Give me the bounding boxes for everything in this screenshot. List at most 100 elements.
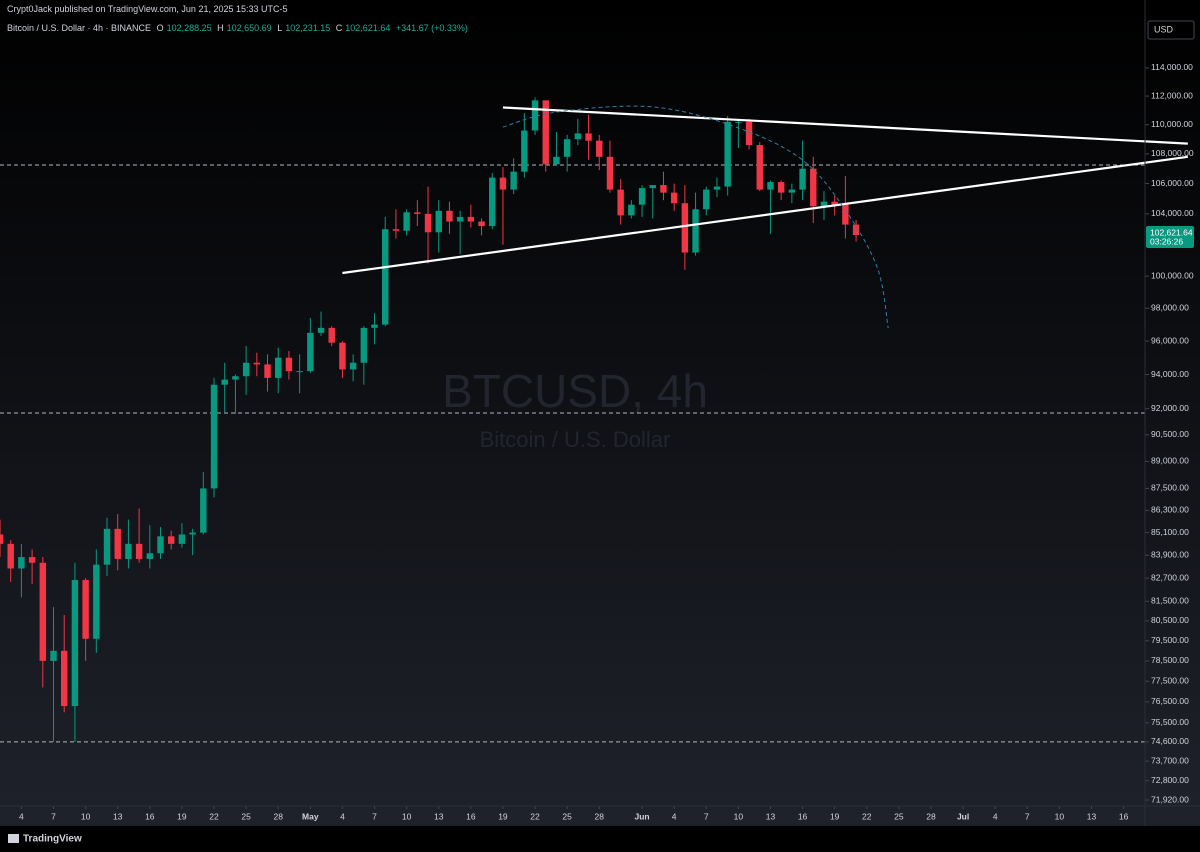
ohlc-key: H (217, 23, 224, 33)
candle-body (810, 168, 817, 207)
candle-body (135, 543, 143, 559)
candle-body (585, 133, 592, 141)
candle-body (649, 185, 656, 189)
published: Crypt0Jack published on TradingView.com,… (7, 4, 288, 14)
candle-body (0, 534, 4, 544)
candle-body (777, 182, 785, 193)
x-tick-label: 28 (273, 811, 283, 821)
candle-body (660, 185, 667, 193)
x-tick-label: 19 (830, 811, 840, 821)
x-tick-label: 13 (434, 811, 444, 821)
candle-body (617, 189, 624, 216)
y-tick-label: 71,920.00 (1151, 794, 1189, 804)
candle-body (799, 168, 806, 190)
watermark: BTCUSD, 4h Bitcoin / U.S. Dollar (442, 365, 708, 452)
x-tick-label: 16 (798, 811, 808, 821)
candle-body (628, 204, 635, 216)
x-tick-label: 25 (241, 811, 251, 821)
x-tick-label: 10 (734, 811, 744, 821)
candle-body (392, 229, 400, 231)
y-tick-label: 110,000.00 (1151, 119, 1193, 129)
y-tick-label: 108,000.00 (1151, 148, 1194, 158)
x-tick-label: 7 (51, 811, 56, 821)
published-line: Crypt0Jack published on TradingView.com,… (7, 4, 291, 14)
candle-body (168, 536, 175, 544)
trendline (342, 155, 1188, 275)
levels (0, 164, 1145, 743)
axes: 71,920.00 72,800.00 73,700.00 74,600.00 75,5… (19, 62, 1194, 821)
ohlc-key: L (277, 23, 283, 33)
candle-body (307, 332, 314, 372)
candle-body (125, 543, 132, 559)
x-tick-label: 4 (672, 811, 677, 821)
y-tick-label: 79,500.00 (1151, 635, 1189, 645)
x-tick-label: 4 (993, 811, 998, 821)
brand: TradingView (23, 834, 82, 845)
candle-body (735, 121, 742, 123)
x-tick-label: Jun (634, 811, 649, 821)
last-price-tag (1146, 226, 1194, 249)
candle-body (435, 210, 442, 233)
x-tick-label: 28 (926, 811, 936, 821)
y-tick-label: 98,000.00 (1151, 303, 1189, 313)
candle-body (681, 203, 689, 253)
x-tick-label: 13 (1087, 811, 1097, 821)
candle-body (114, 528, 121, 559)
candle-body (371, 324, 378, 328)
x-tick-label: 10 (81, 811, 91, 821)
y-tick-label: 75,500.00 (1151, 717, 1189, 727)
candle-body (242, 362, 250, 377)
candles (0, 97, 860, 742)
y-tick-label: 92,000.00 (1151, 403, 1189, 413)
x-tick-label: 22 (530, 811, 540, 821)
y-tick-label: 82,700.00 (1151, 572, 1189, 582)
candle-body (724, 121, 731, 187)
candle-body (852, 224, 860, 236)
candle-body (60, 650, 68, 707)
last-price-label: 102,621.64 (1150, 227, 1193, 237)
candle-body (553, 156, 560, 165)
candle-body (574, 133, 582, 140)
candle-body (18, 557, 25, 569)
x-tick-label: May (302, 811, 319, 821)
candle-body (692, 209, 699, 253)
logo-mark (8, 834, 19, 843)
ohlc-key: O (156, 23, 164, 33)
y-tick-label: 90,500.00 (1151, 429, 1189, 439)
candle-body (221, 379, 228, 385)
candle-body (103, 528, 111, 565)
ohlc-value: 102,621.64 (345, 23, 391, 33)
ohlc-value: 102,288.25 (166, 23, 212, 33)
x-tick-label: 13 (766, 811, 776, 821)
x-tick-label: 7 (1025, 811, 1030, 821)
y-tick-label: 81,500.00 (1151, 596, 1189, 606)
candle-body (713, 186, 721, 190)
x-tick-label: 16 (145, 811, 155, 821)
candle-body (820, 201, 828, 207)
x-tick-label: 25 (562, 811, 572, 821)
y-tick-label: 87,500.00 (1151, 483, 1189, 493)
candle-body (670, 192, 678, 204)
symbol: Bitcoin / U.S. Dollar · 4h · BINANCE (7, 23, 152, 33)
change: +341.67 (+0.33%) (395, 23, 468, 33)
candle-body (382, 229, 389, 325)
candle-body (71, 579, 79, 707)
x-tick-label: 25 (894, 811, 904, 821)
candle-body (178, 534, 186, 544)
currency: USD (1154, 24, 1174, 34)
candle-body (39, 562, 47, 661)
x-tick-label: 4 (340, 811, 345, 821)
y-tick-label: 89,000.00 (1151, 456, 1189, 466)
candle-body (756, 145, 763, 190)
y-tick-label: 96,000.00 (1151, 335, 1189, 345)
watermark-description: Bitcoin / U.S. Dollar (480, 427, 671, 452)
candle-body (28, 557, 36, 563)
x-tick-label: 7 (704, 811, 709, 821)
candle-body (703, 189, 710, 210)
candle-body (82, 579, 89, 639)
currency-box[interactable] (1147, 20, 1195, 40)
y-tick-label: 85,100.00 (1151, 527, 1189, 537)
candle-body (563, 139, 571, 157)
